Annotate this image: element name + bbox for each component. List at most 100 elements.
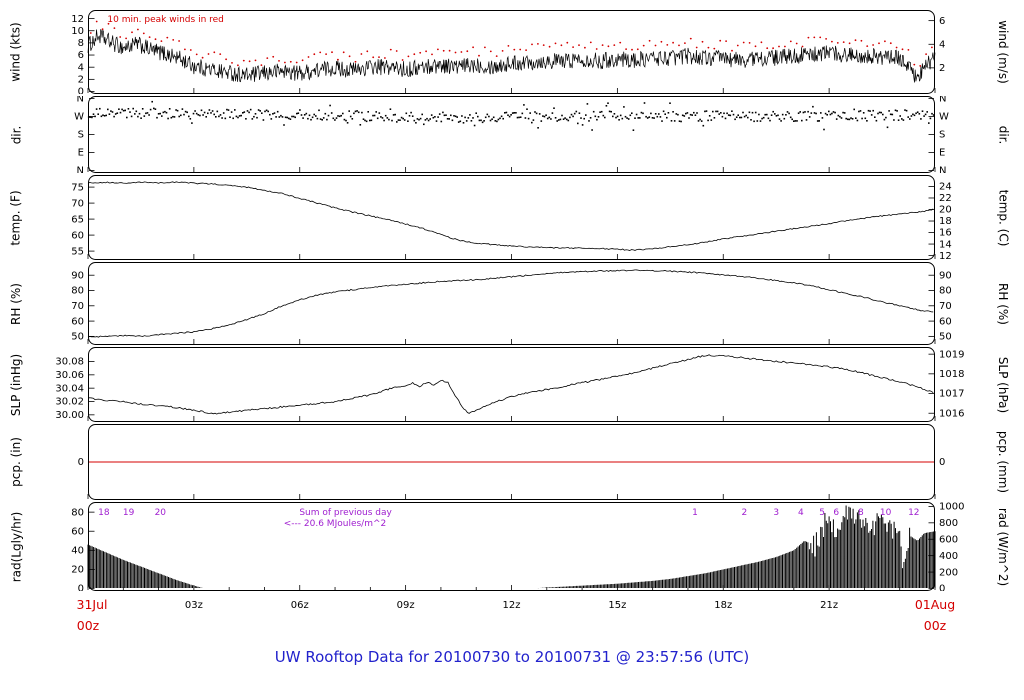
- svg-text:14: 14: [939, 239, 952, 250]
- svg-text:0: 0: [939, 457, 945, 468]
- svg-text:W: W: [939, 112, 949, 123]
- svg-text:1019: 1019: [939, 349, 964, 360]
- svg-text:1016: 1016: [939, 408, 964, 419]
- svg-text:10: 10: [71, 26, 84, 37]
- svg-text:70: 70: [71, 301, 84, 312]
- svg-text:N: N: [939, 96, 946, 105]
- svg-text:60: 60: [71, 526, 84, 537]
- svg-text:0: 0: [78, 584, 84, 591]
- svg-text:12: 12: [908, 508, 919, 518]
- svg-text:0: 0: [939, 584, 945, 591]
- svg-text:80: 80: [71, 286, 84, 297]
- dir-left-axis-label: dir.: [8, 125, 23, 144]
- svg-text:30.08: 30.08: [55, 357, 84, 368]
- slp-left-axis-label: SLP (inHg): [9, 353, 24, 416]
- svg-text:55: 55: [71, 246, 84, 257]
- svg-text:70: 70: [71, 198, 84, 209]
- svg-text:3: 3: [773, 508, 779, 518]
- svg-text:2: 2: [939, 63, 945, 74]
- svg-text:40: 40: [71, 546, 84, 557]
- svg-text:6: 6: [833, 508, 839, 518]
- svg-text:W: W: [74, 112, 84, 123]
- svg-text:22: 22: [939, 193, 952, 204]
- svg-text:6: 6: [939, 16, 945, 27]
- rh-left-axis-label: RH (%): [9, 282, 24, 325]
- svg-text:600: 600: [939, 534, 958, 545]
- svg-text:75: 75: [71, 182, 84, 193]
- humidity-plot: 90 80 70 60 50 90 80 70 60 50: [71, 262, 952, 345]
- svg-text:90: 90: [71, 270, 84, 281]
- svg-text:90: 90: [939, 270, 952, 281]
- svg-text:12: 12: [939, 251, 952, 260]
- svg-text:60: 60: [939, 316, 952, 327]
- svg-text:18: 18: [98, 508, 110, 518]
- svg-text:12: 12: [71, 14, 84, 25]
- x-axis: 03z 06z 09z 12z 15z 18z 21z 31Jul 00z 01Aug 00z: [76, 597, 956, 633]
- svg-text:30.04: 30.04: [55, 383, 84, 394]
- pcp-left-axis-label: pcp. (in): [9, 437, 24, 487]
- svg-text:1000: 1000: [939, 502, 964, 513]
- svg-text:8: 8: [858, 508, 864, 518]
- svg-text:30.00: 30.00: [55, 410, 84, 421]
- svg-text:30.06: 30.06: [55, 370, 84, 381]
- svg-text:1018: 1018: [939, 369, 964, 380]
- svg-text:20: 20: [155, 508, 167, 518]
- pcp-right-axis-label: pcp. (mm): [996, 430, 1011, 494]
- svg-text:10 min. peak winds in red: 10 min. peak winds in red: [107, 15, 223, 25]
- svg-text:19: 19: [123, 508, 135, 518]
- svg-text:5: 5: [819, 508, 825, 518]
- wind-left-axis-label: wind (kts): [9, 22, 23, 82]
- svg-text:S: S: [78, 130, 84, 141]
- svg-text:6: 6: [78, 50, 84, 61]
- svg-text:800: 800: [939, 518, 958, 529]
- svg-text:4: 4: [78, 62, 84, 73]
- svg-text:65: 65: [71, 214, 84, 225]
- svg-text:E: E: [939, 148, 945, 159]
- svg-text:20: 20: [939, 205, 952, 216]
- rh-right-axis-label: RH (%): [996, 282, 1011, 325]
- svg-text:4: 4: [939, 39, 945, 50]
- svg-text:S: S: [939, 130, 945, 141]
- wind-right-axis-label: wind (m/s): [996, 20, 1011, 84]
- svg-text:2: 2: [742, 508, 748, 518]
- temp-right-axis-label: temp. (C): [996, 189, 1011, 246]
- svg-text:16: 16: [939, 228, 952, 239]
- svg-text:30.02: 30.02: [55, 397, 84, 408]
- slp-right-axis-label: SLP (hPa): [996, 356, 1010, 413]
- svg-text:2: 2: [78, 75, 84, 86]
- svg-text:N: N: [77, 96, 84, 105]
- svg-text:4: 4: [798, 508, 804, 518]
- svg-text:60: 60: [71, 230, 84, 241]
- svg-text:1017: 1017: [939, 389, 964, 400]
- svg-text:18: 18: [939, 216, 952, 227]
- svg-text:E: E: [78, 148, 84, 159]
- rad-left-axis-label: rad(Lgly/hr): [9, 511, 23, 582]
- svg-text:20: 20: [71, 565, 84, 576]
- svg-text:10: 10: [880, 508, 892, 518]
- svg-text:<--- 20.6 MJoules/m^2: <--- 20.6 MJoules/m^2: [284, 519, 386, 529]
- svg-text:N: N: [77, 166, 84, 173]
- svg-text:400: 400: [939, 551, 958, 562]
- svg-text:50: 50: [71, 332, 84, 343]
- svg-text:0: 0: [78, 87, 84, 94]
- temp-left-axis-label: temp. (F): [9, 189, 24, 246]
- svg-text:80: 80: [71, 507, 84, 518]
- svg-text:1: 1: [692, 508, 698, 518]
- svg-text:60: 60: [71, 316, 84, 327]
- dir-right-axis-label: dir.: [995, 125, 1010, 144]
- svg-text:24: 24: [939, 182, 952, 193]
- svg-text:70: 70: [939, 301, 952, 312]
- svg-text:50: 50: [939, 332, 952, 343]
- svg-text:Sum of previous day: Sum of previous day: [299, 508, 392, 518]
- svg-text:200: 200: [939, 567, 958, 578]
- chart-title: UW Rooftop Data for 20100730 to 20100731…: [274, 648, 750, 666]
- svg-text:N: N: [939, 166, 946, 173]
- pressure-plot: 30.08 30.06 30.04 30.02 30.00 1019 1018 1017 101…: [55, 347, 964, 422]
- svg-text:0: 0: [78, 457, 84, 468]
